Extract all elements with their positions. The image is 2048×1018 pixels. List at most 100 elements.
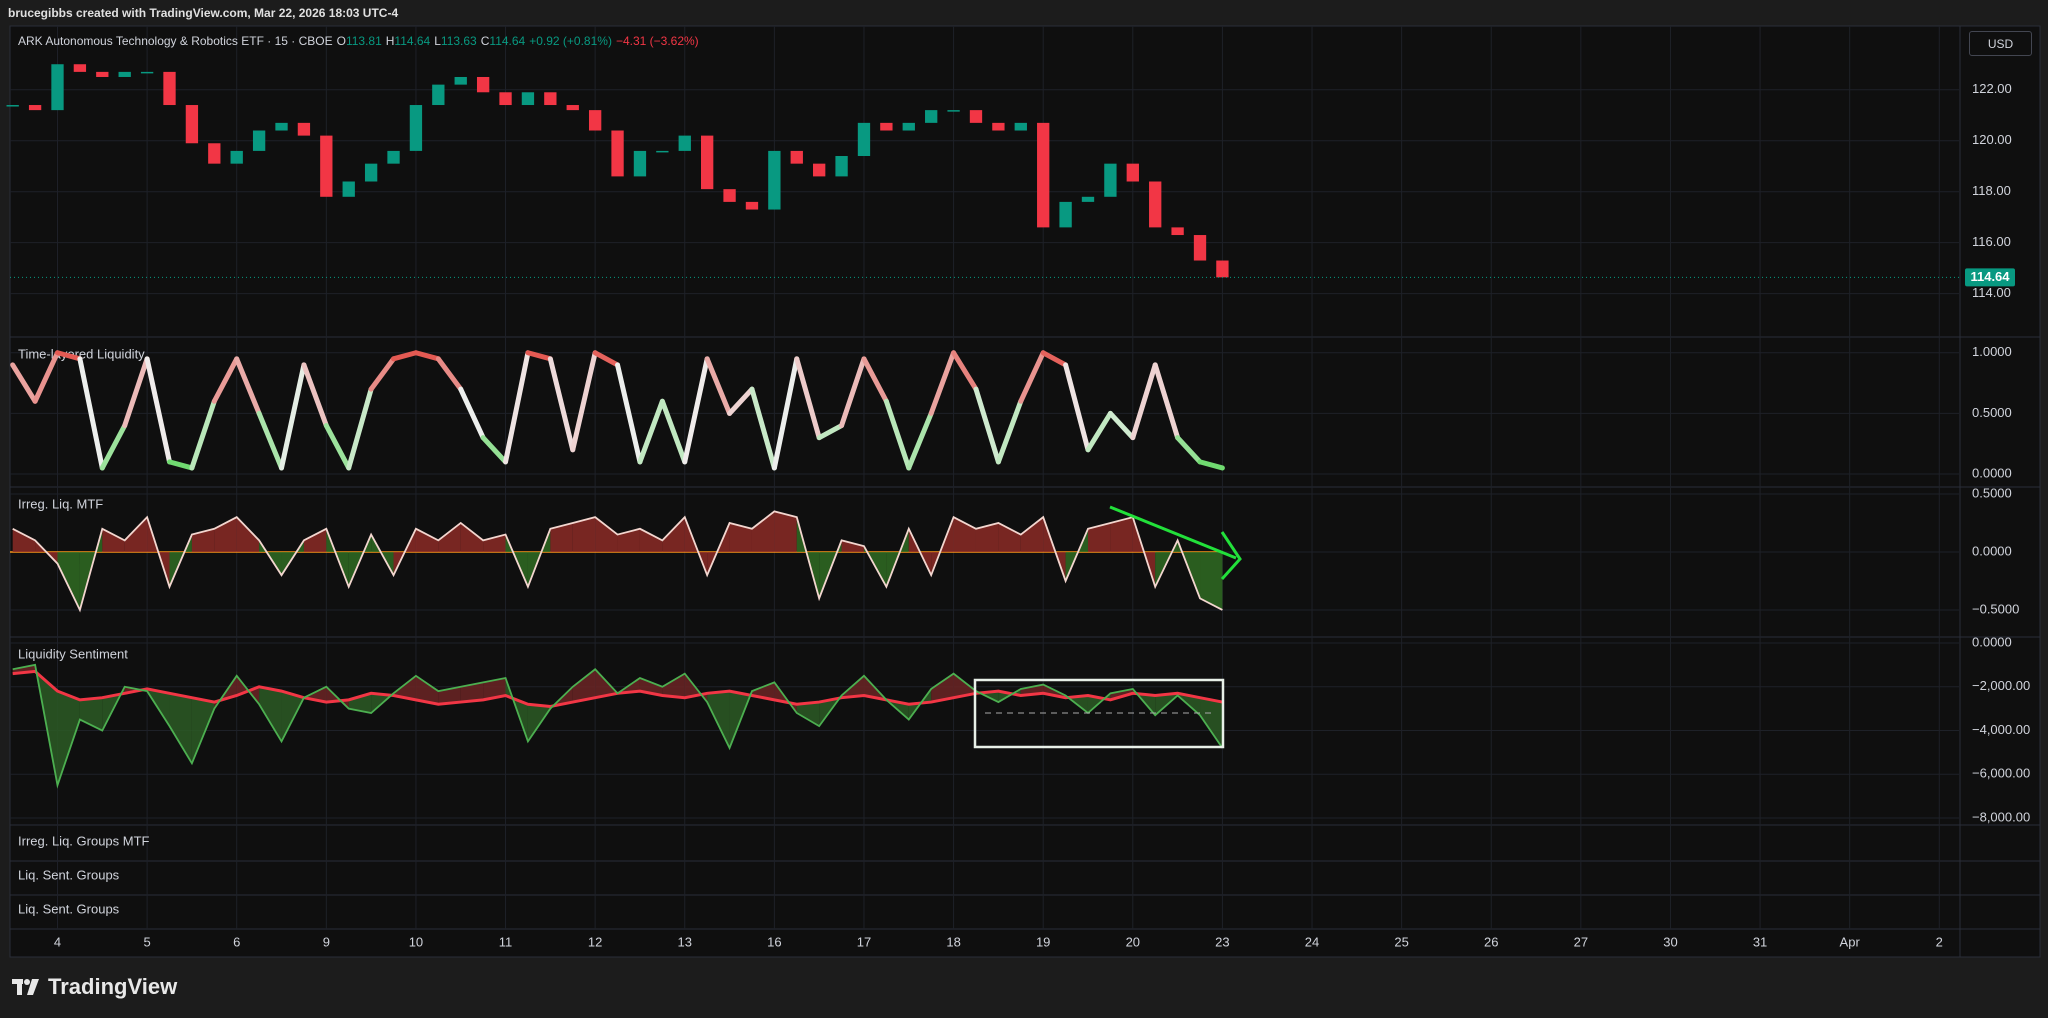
oscillator-fill: [1200, 551, 1223, 610]
candle: [364, 163, 378, 182]
candle: [925, 110, 938, 123]
liquidity-segment: [167, 459, 195, 471]
sentiment-fill: [483, 677, 506, 700]
oscillator-fill: [527, 528, 551, 587]
currency-button[interactable]: USD: [1969, 31, 2032, 56]
y-tick-label: 122.00: [1972, 81, 2012, 96]
liquidity-segment: [1063, 362, 1091, 453]
sentiment-fill: [393, 675, 416, 700]
oscillator-fill: [931, 517, 954, 576]
oscillator-fill: [841, 540, 864, 552]
candle: [28, 105, 42, 111]
trend-arrow: [1109, 505, 1242, 581]
liquidity-segment: [1107, 410, 1136, 441]
liquidity-segment: [1085, 410, 1113, 453]
candle: [790, 150, 803, 164]
liquidity-segment: [234, 356, 262, 416]
sentiment-fill: [57, 691, 80, 786]
y-tick-label: 1.0000: [1972, 344, 2012, 359]
candle: [51, 64, 64, 111]
candle: [813, 163, 826, 177]
liquidity-segment: [637, 398, 665, 465]
oscillator-fill: [214, 517, 237, 552]
liquidity-segment: [413, 350, 441, 362]
symbol-title: ARK Autonomous Technology & Robotics ETF…: [18, 34, 333, 48]
candle: [1126, 163, 1139, 182]
oscillator-fill: [236, 517, 260, 552]
liquidity-segment: [77, 356, 105, 471]
candle: [140, 71, 154, 74]
candle: [275, 122, 288, 131]
candle: [297, 122, 311, 136]
oscillator-fill: [483, 534, 506, 552]
liquidity-segment: [346, 386, 374, 471]
liquidity-segment: [659, 398, 688, 465]
oscillator-fill: [729, 522, 752, 552]
liquidity-segment: [1197, 459, 1225, 471]
liquidity-segment: [10, 362, 38, 404]
candle: [163, 71, 176, 106]
x-tick-label: 17: [857, 934, 871, 949]
logo-icon: [12, 979, 39, 995]
liquidity-segment: [435, 356, 464, 392]
y-tick-label: 118.00: [1972, 183, 2011, 198]
sentiment-line: [12, 663, 1224, 789]
liquidity-segment: [99, 423, 128, 471]
liquidity-segment: [839, 356, 867, 429]
candle: [1171, 227, 1184, 236]
ohlc-label: H: [385, 34, 395, 48]
candle: [252, 130, 266, 151]
oscillator-fill: [12, 528, 36, 552]
sentiment-fill: [415, 675, 439, 705]
liquidity-segment: [301, 362, 329, 429]
candle: [118, 71, 131, 77]
liquidity-segment: [592, 350, 621, 368]
sentiment-fill: [662, 673, 685, 698]
candle: [656, 150, 669, 153]
candle: [745, 201, 759, 210]
liquidity-segment: [883, 398, 912, 471]
liquidity-segment: [189, 398, 217, 471]
oscillator-fill: [415, 528, 439, 552]
x-tick-label: Apr: [1840, 934, 1861, 949]
x-tick-label: 27: [1574, 934, 1588, 949]
liquidity-segment: [861, 356, 889, 404]
candle: [1216, 260, 1229, 278]
y-tick-label: 116.00: [1972, 234, 2011, 249]
pane-title: Time-layered Liquidity: [18, 346, 145, 361]
liquidity-segment: [570, 350, 598, 453]
candle: [409, 105, 423, 151]
sentiment-fill: [707, 691, 730, 748]
candle: [96, 71, 109, 77]
liquidity-segment: [951, 350, 979, 392]
y-tick-label: −4,000.00: [1972, 722, 2030, 737]
candle: [6, 105, 19, 107]
candle: [857, 122, 871, 157]
oscillator-fill: [774, 511, 797, 552]
oscillator-fill: [191, 528, 215, 552]
candle: [1014, 122, 1027, 131]
ohlc-label: C: [480, 34, 490, 48]
liquidity-segment: [1040, 350, 1069, 368]
oscillator-fill: [953, 517, 976, 552]
liquidity-segment: [973, 386, 1001, 465]
liquidity-segment: [906, 410, 934, 471]
x-tick-label: 24: [1305, 934, 1319, 949]
y-tick-label: 0.0000: [1972, 634, 2012, 649]
liquidity-segment: [928, 350, 957, 416]
candle: [476, 76, 490, 93]
candle: [723, 189, 736, 202]
pane-title: Irreg. Liq. MTF: [18, 496, 103, 511]
y-tick-label: 0.5000: [1972, 485, 2012, 500]
liquidity-segment: [32, 350, 60, 404]
x-tick-label: 12: [588, 934, 602, 949]
candle: [1104, 163, 1117, 197]
candle: [499, 92, 512, 106]
sentiment-fill: [438, 686, 461, 705]
x-tick-label: 25: [1394, 934, 1408, 949]
oscillator-fill: [595, 517, 618, 552]
oscillator-fill: [751, 511, 775, 552]
liquidity-segment: [323, 423, 352, 471]
candle: [678, 135, 691, 151]
